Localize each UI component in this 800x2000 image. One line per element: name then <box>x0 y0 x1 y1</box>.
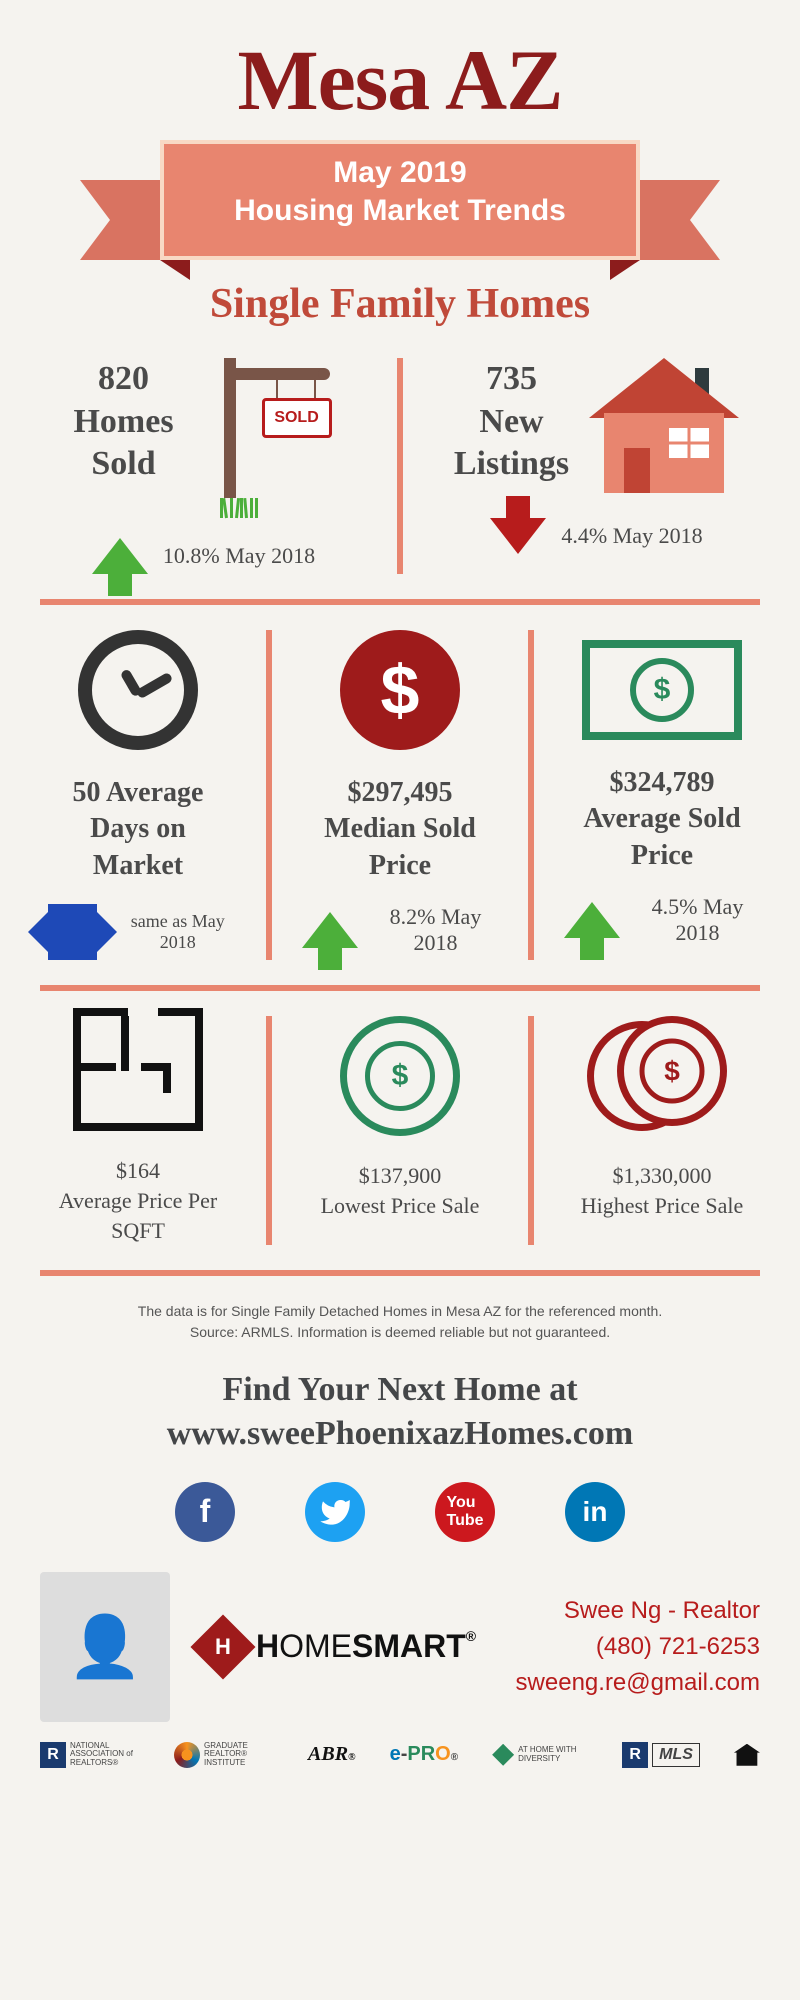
call-to-action: Find Your Next Home at www.sweePhoenixaz… <box>40 1368 760 1456</box>
main-title: Mesa AZ <box>40 30 760 130</box>
days-trend: same as May 2018 <box>120 911 236 953</box>
badge-row: R NATIONAL ASSOCIATION of REALTORS® GRAD… <box>40 1742 760 1768</box>
facebook-icon[interactable]: f <box>175 1482 235 1542</box>
youtube-icon[interactable]: YouTube <box>435 1482 495 1542</box>
badge-nar: R NATIONAL ASSOCIATION of REALTORS® <box>40 1742 140 1768</box>
brand-logo: HOMESMART® <box>200 1624 476 1670</box>
badge-gri: GRADUATE REALTOR® INSTITUTE <box>174 1742 274 1768</box>
badge-epro: e-PRO® <box>390 1743 459 1766</box>
coin-double-icon <box>587 1016 737 1136</box>
median-price-stat: $297,495 Median Sold Price <box>302 775 498 884</box>
arrow-down-icon <box>490 518 546 554</box>
badge-eho <box>734 1744 760 1766</box>
contact-info: Swee Ng - Realtor (480) 721-6253 sweeng.… <box>516 1593 760 1701</box>
top-stats-row: 820 Homes Sold SOLD 10.8% May 2018 <box>40 358 760 574</box>
vertical-divider <box>266 630 272 960</box>
twitter-icon[interactable] <box>305 1482 365 1542</box>
badge-mls: R MLS <box>622 1742 700 1768</box>
contact-row: 👤 HOMESMART® Swee Ng - Realtor (480) 721… <box>40 1572 760 1722</box>
highest-price-stat: $1,330,000 Highest Price Sale <box>564 1161 760 1220</box>
homes-sold-trend: 10.8% May 2018 <box>163 543 315 569</box>
coin-outline-icon <box>340 1016 460 1136</box>
floorplan-icon <box>73 1016 203 1131</box>
lowest-price-stat: $137,900 Lowest Price Sale <box>302 1161 498 1220</box>
median-trend: 8.2% May 2018 <box>373 904 498 956</box>
ribbon-banner: May 2019 Housing Market Trends <box>100 140 700 270</box>
badge-abr: ABR® <box>308 1743 356 1766</box>
dollar-bill-icon <box>582 640 742 740</box>
new-listings-trend: 4.4% May 2018 <box>561 523 702 549</box>
ribbon-line1: May 2019 <box>164 156 636 190</box>
avg-price-stat: $324,789 Average Sold Price <box>564 765 760 874</box>
vertical-divider <box>266 1016 272 1245</box>
sold-sign-icon: SOLD <box>194 358 334 518</box>
homes-sold-stat: 820 Homes Sold <box>73 358 173 486</box>
vertical-divider <box>397 358 403 574</box>
arrow-up-icon <box>92 538 148 574</box>
ribbon-line2: Housing Market Trends <box>164 194 636 228</box>
subtitle: Single Family Homes <box>40 280 760 328</box>
mid-stats-row: 50 Average Days on Market same as May 20… <box>40 630 760 960</box>
horizontal-divider <box>40 599 760 605</box>
horizontal-divider <box>40 1270 760 1276</box>
new-listings-stat: 735 New Listings <box>454 358 569 486</box>
social-row: f YouTube in <box>40 1482 760 1542</box>
days-on-market-stat: 50 Average Days on Market <box>40 775 236 884</box>
bottom-stats-row: $164 Average Price Per SQFT $137,900 Low… <box>40 1016 760 1245</box>
house-icon <box>589 358 739 498</box>
horizontal-divider <box>40 985 760 991</box>
dollar-circle-icon: $ <box>340 630 460 750</box>
vertical-divider <box>528 630 534 960</box>
avatar: 👤 <box>40 1572 170 1722</box>
badge-diversity: AT HOME WITH DIVERSITY <box>492 1744 588 1766</box>
vertical-divider <box>528 1016 534 1245</box>
arrow-up-icon <box>564 902 620 938</box>
arrow-flat-icon <box>48 904 97 960</box>
linkedin-icon[interactable]: in <box>565 1482 625 1542</box>
disclaimer: The data is for Single Family Detached H… <box>40 1301 760 1343</box>
arrow-up-icon <box>302 912 358 948</box>
clock-icon <box>78 630 198 750</box>
price-sqft-stat: $164 Average Price Per SQFT <box>40 1156 236 1245</box>
avg-trend: 4.5% May 2018 <box>635 894 760 946</box>
